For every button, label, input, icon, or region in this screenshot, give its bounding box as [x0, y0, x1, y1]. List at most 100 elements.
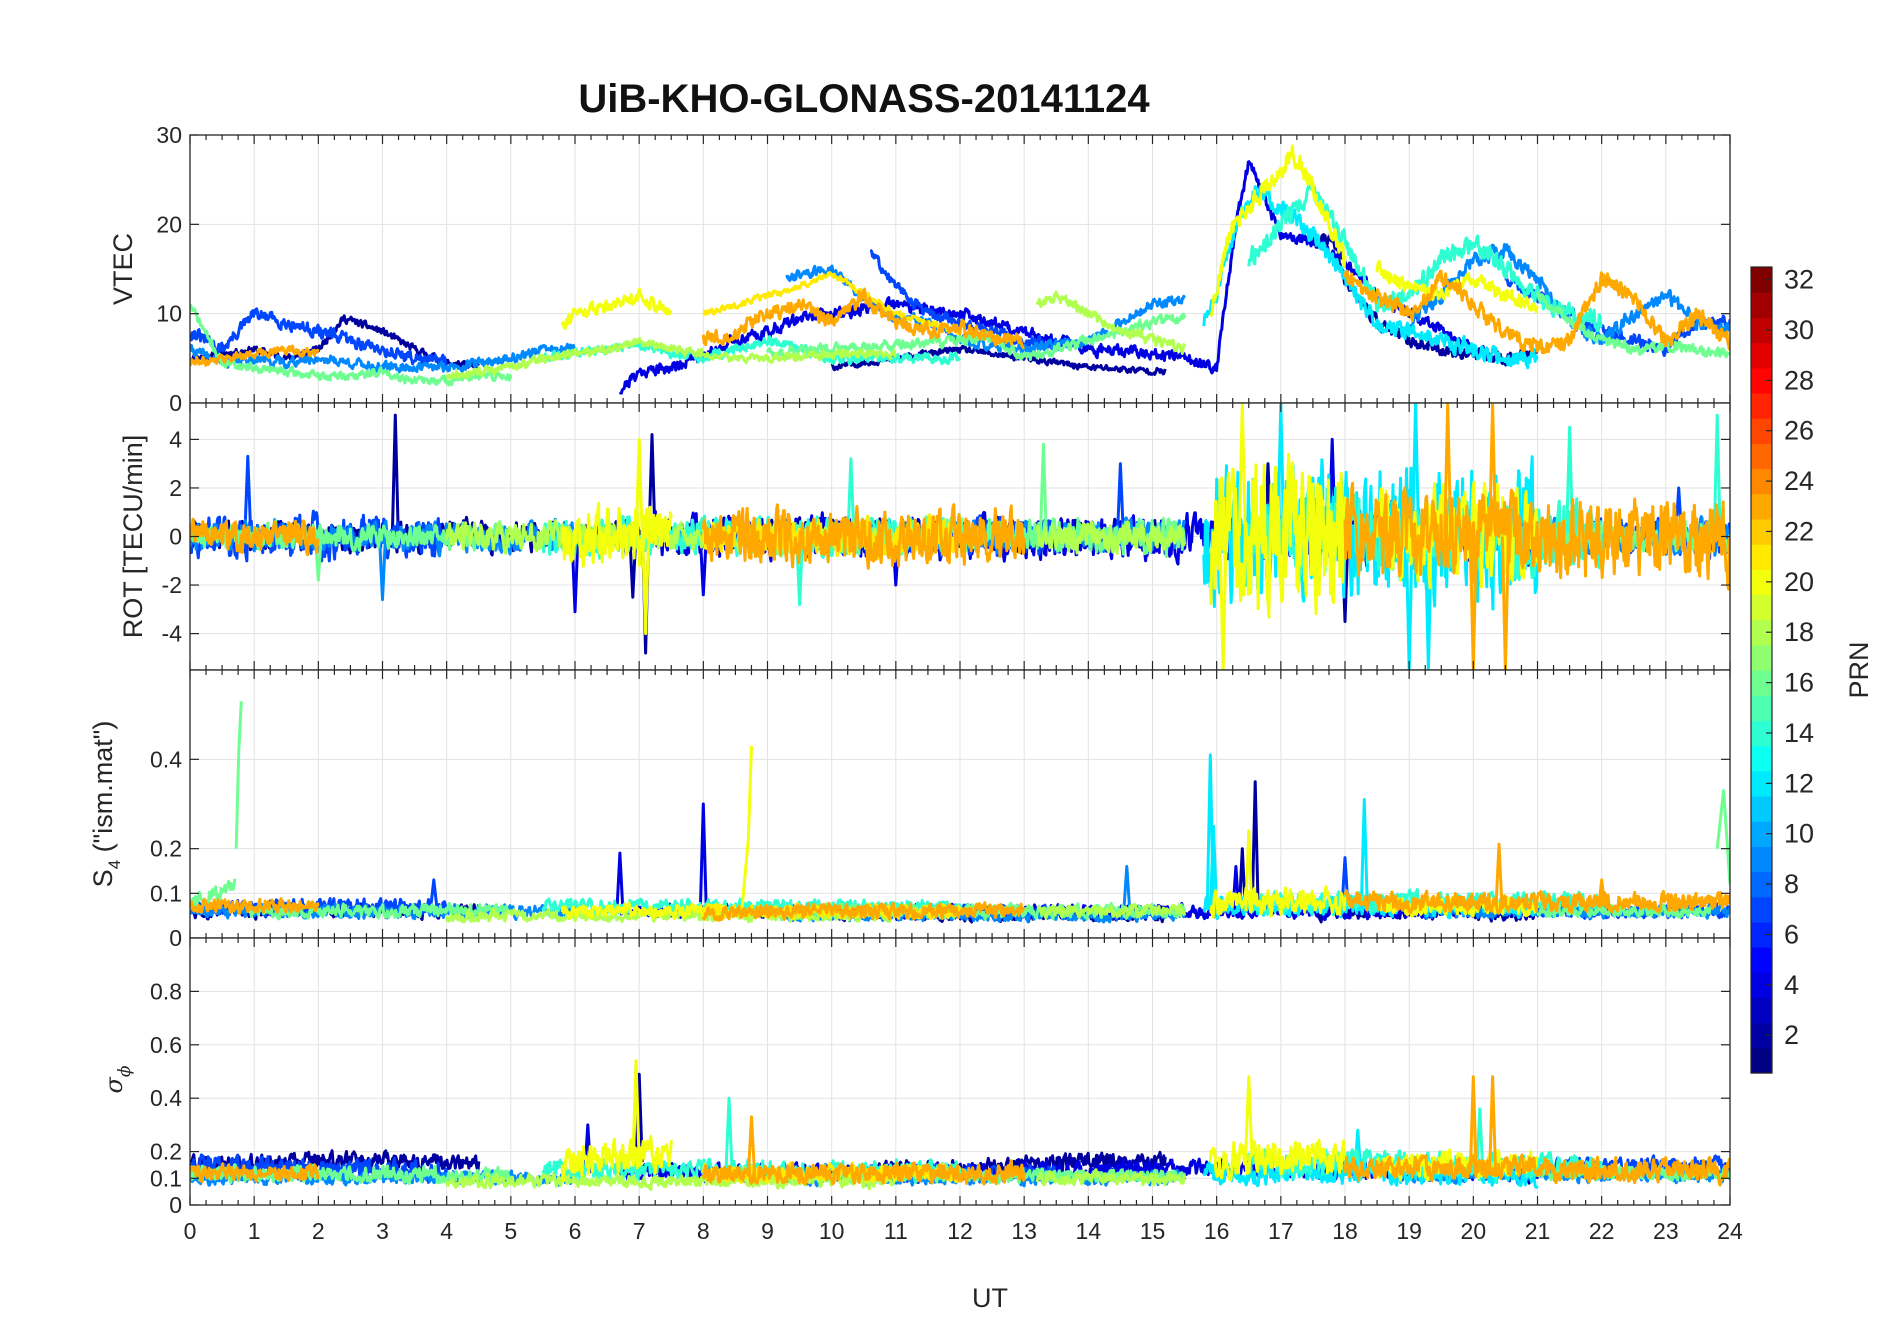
- y-tick-label: 0: [169, 390, 182, 416]
- y-tick-label: 30: [156, 122, 182, 148]
- y-ticks: 0 10 20 30: [156, 122, 1730, 416]
- x-tick-label: 21: [1525, 1218, 1551, 1244]
- colorbar-swatch: [1751, 342, 1772, 369]
- x-ticks: [189, 403, 1731, 670]
- x-tick-label: 4: [440, 1218, 453, 1244]
- x-tick-label: 16: [1204, 1218, 1230, 1244]
- colorbar-swatch: [1751, 518, 1772, 545]
- y-tick-label: 0.1: [150, 1165, 182, 1191]
- y-tick-label: 0.4: [150, 746, 182, 772]
- series-group: [190, 403, 1730, 670]
- y-tick-label: 20: [156, 211, 182, 237]
- spike-prn-14: [1475, 1107, 1485, 1171]
- series-prn-23: [701, 287, 1025, 350]
- y-tick-label: 0: [169, 1192, 182, 1218]
- colorbar-tick-label: 28: [1784, 365, 1814, 395]
- colorbar-tick-label: 6: [1784, 919, 1799, 949]
- x-ticks: [189, 938, 1731, 1205]
- series-group: [190, 144, 1730, 395]
- colorbar-tick-label: 20: [1784, 567, 1814, 597]
- colorbar-swatch: [1751, 846, 1772, 873]
- series-prn-18: [445, 1171, 898, 1191]
- spike-prn-20: [1237, 403, 1247, 537]
- spike-prn-20: [1218, 536, 1228, 670]
- colorbar-swatch: [1751, 720, 1772, 747]
- x-tick-label: 8: [697, 1218, 710, 1244]
- y-tick-label: 0: [169, 925, 182, 951]
- colorbar-tick-label: 14: [1784, 718, 1814, 748]
- colorbar-label: PRN: [1844, 641, 1874, 698]
- x-tick-label: 0: [184, 1218, 197, 1244]
- series-prn-20: [1208, 1138, 1347, 1182]
- colorbar-swatch: [1751, 493, 1772, 520]
- series-prn-16: [190, 303, 513, 387]
- panel-s4: 0 0.1 0.2 0.4 S4 ("ism.mat"): [88, 669, 1731, 951]
- spike-prn-23: [1488, 1075, 1498, 1174]
- colorbar-swatch: [1751, 443, 1772, 470]
- spike-prn-23: [1468, 536, 1478, 670]
- spike-prn-2: [390, 413, 400, 537]
- colorbar-swatch: [1751, 619, 1772, 646]
- spike-prn-20: [641, 536, 651, 636]
- series-prn-16: [1536, 903, 1713, 919]
- series-prn-18: [445, 336, 897, 380]
- series-prn-20: [1375, 259, 1539, 314]
- series-prn-16: [1536, 291, 1730, 359]
- colorbar-tick-label: 4: [1784, 970, 1799, 1000]
- colorbar-tick-label: 18: [1784, 617, 1814, 647]
- series-prn-20: [560, 501, 673, 568]
- series-prn-20: [560, 287, 673, 331]
- colorbar-tick-label: 22: [1784, 516, 1814, 546]
- spike-prn-20: [1244, 829, 1254, 912]
- y-axis-label: ROT [TECU/min]: [118, 435, 148, 639]
- colorbar-tick-label: 30: [1784, 315, 1814, 345]
- x-tick-label: 23: [1653, 1218, 1679, 1244]
- series-prn-23: [190, 1162, 320, 1184]
- spike-prn-16: [1038, 442, 1048, 537]
- colorbar-tick-label: 2: [1784, 1020, 1799, 1050]
- spike-prn-23: [1488, 403, 1498, 537]
- colorbar-tick-label: 10: [1784, 819, 1814, 849]
- x-tick-label: 18: [1332, 1218, 1358, 1244]
- series-prn-23: [701, 503, 1026, 570]
- spike-prn-2: [1250, 780, 1260, 912]
- y-tick-label: 0.6: [150, 1032, 182, 1058]
- colorbar-tick-label: 24: [1784, 466, 1814, 496]
- x-tick-label: 22: [1589, 1218, 1615, 1244]
- colorbar-swatch: [1751, 745, 1772, 772]
- series-group: [190, 1059, 1730, 1191]
- y-ticks: -4 -2 0 2 4: [162, 426, 1730, 647]
- colorbar-swatch: [1751, 594, 1772, 621]
- spike-prn-14: [724, 1096, 734, 1171]
- colorbar-swatch: [1751, 544, 1772, 570]
- y-axis-label: σϕ: [100, 1065, 135, 1093]
- spike-prn-23: [1494, 842, 1504, 907]
- spike-prn-20: [634, 437, 644, 537]
- colorbar-swatch: [1751, 795, 1772, 822]
- series-prn-16: [234, 701, 243, 849]
- spike-prn-23: [1468, 1075, 1478, 1174]
- spike-prn-23: [1597, 878, 1607, 907]
- y-tick-label: 0.8: [150, 978, 182, 1004]
- colorbar-swatch: [1751, 1047, 1772, 1074]
- colorbar-tick-label: 8: [1784, 869, 1799, 899]
- colorbar-swatch: [1751, 670, 1772, 696]
- spike-prn-2: [647, 433, 657, 537]
- colorbar-swatch: [1751, 418, 1772, 444]
- colorbar-swatch: [1751, 569, 1772, 596]
- spike-prn-20: [631, 1059, 641, 1156]
- colorbar-swatch: [1751, 921, 1772, 948]
- spike-prn-12: [1359, 798, 1369, 907]
- series-prn-23: [1343, 269, 1730, 355]
- colorbar-swatch: [1751, 871, 1772, 898]
- spike-prn-4: [698, 802, 708, 912]
- colorbar-frame: [1750, 266, 1773, 1074]
- colorbar-swatch: [1751, 821, 1772, 847]
- colorbar-swatch: [1751, 392, 1772, 419]
- colorbar-swatch: [1751, 644, 1772, 671]
- series-group: [190, 701, 1730, 924]
